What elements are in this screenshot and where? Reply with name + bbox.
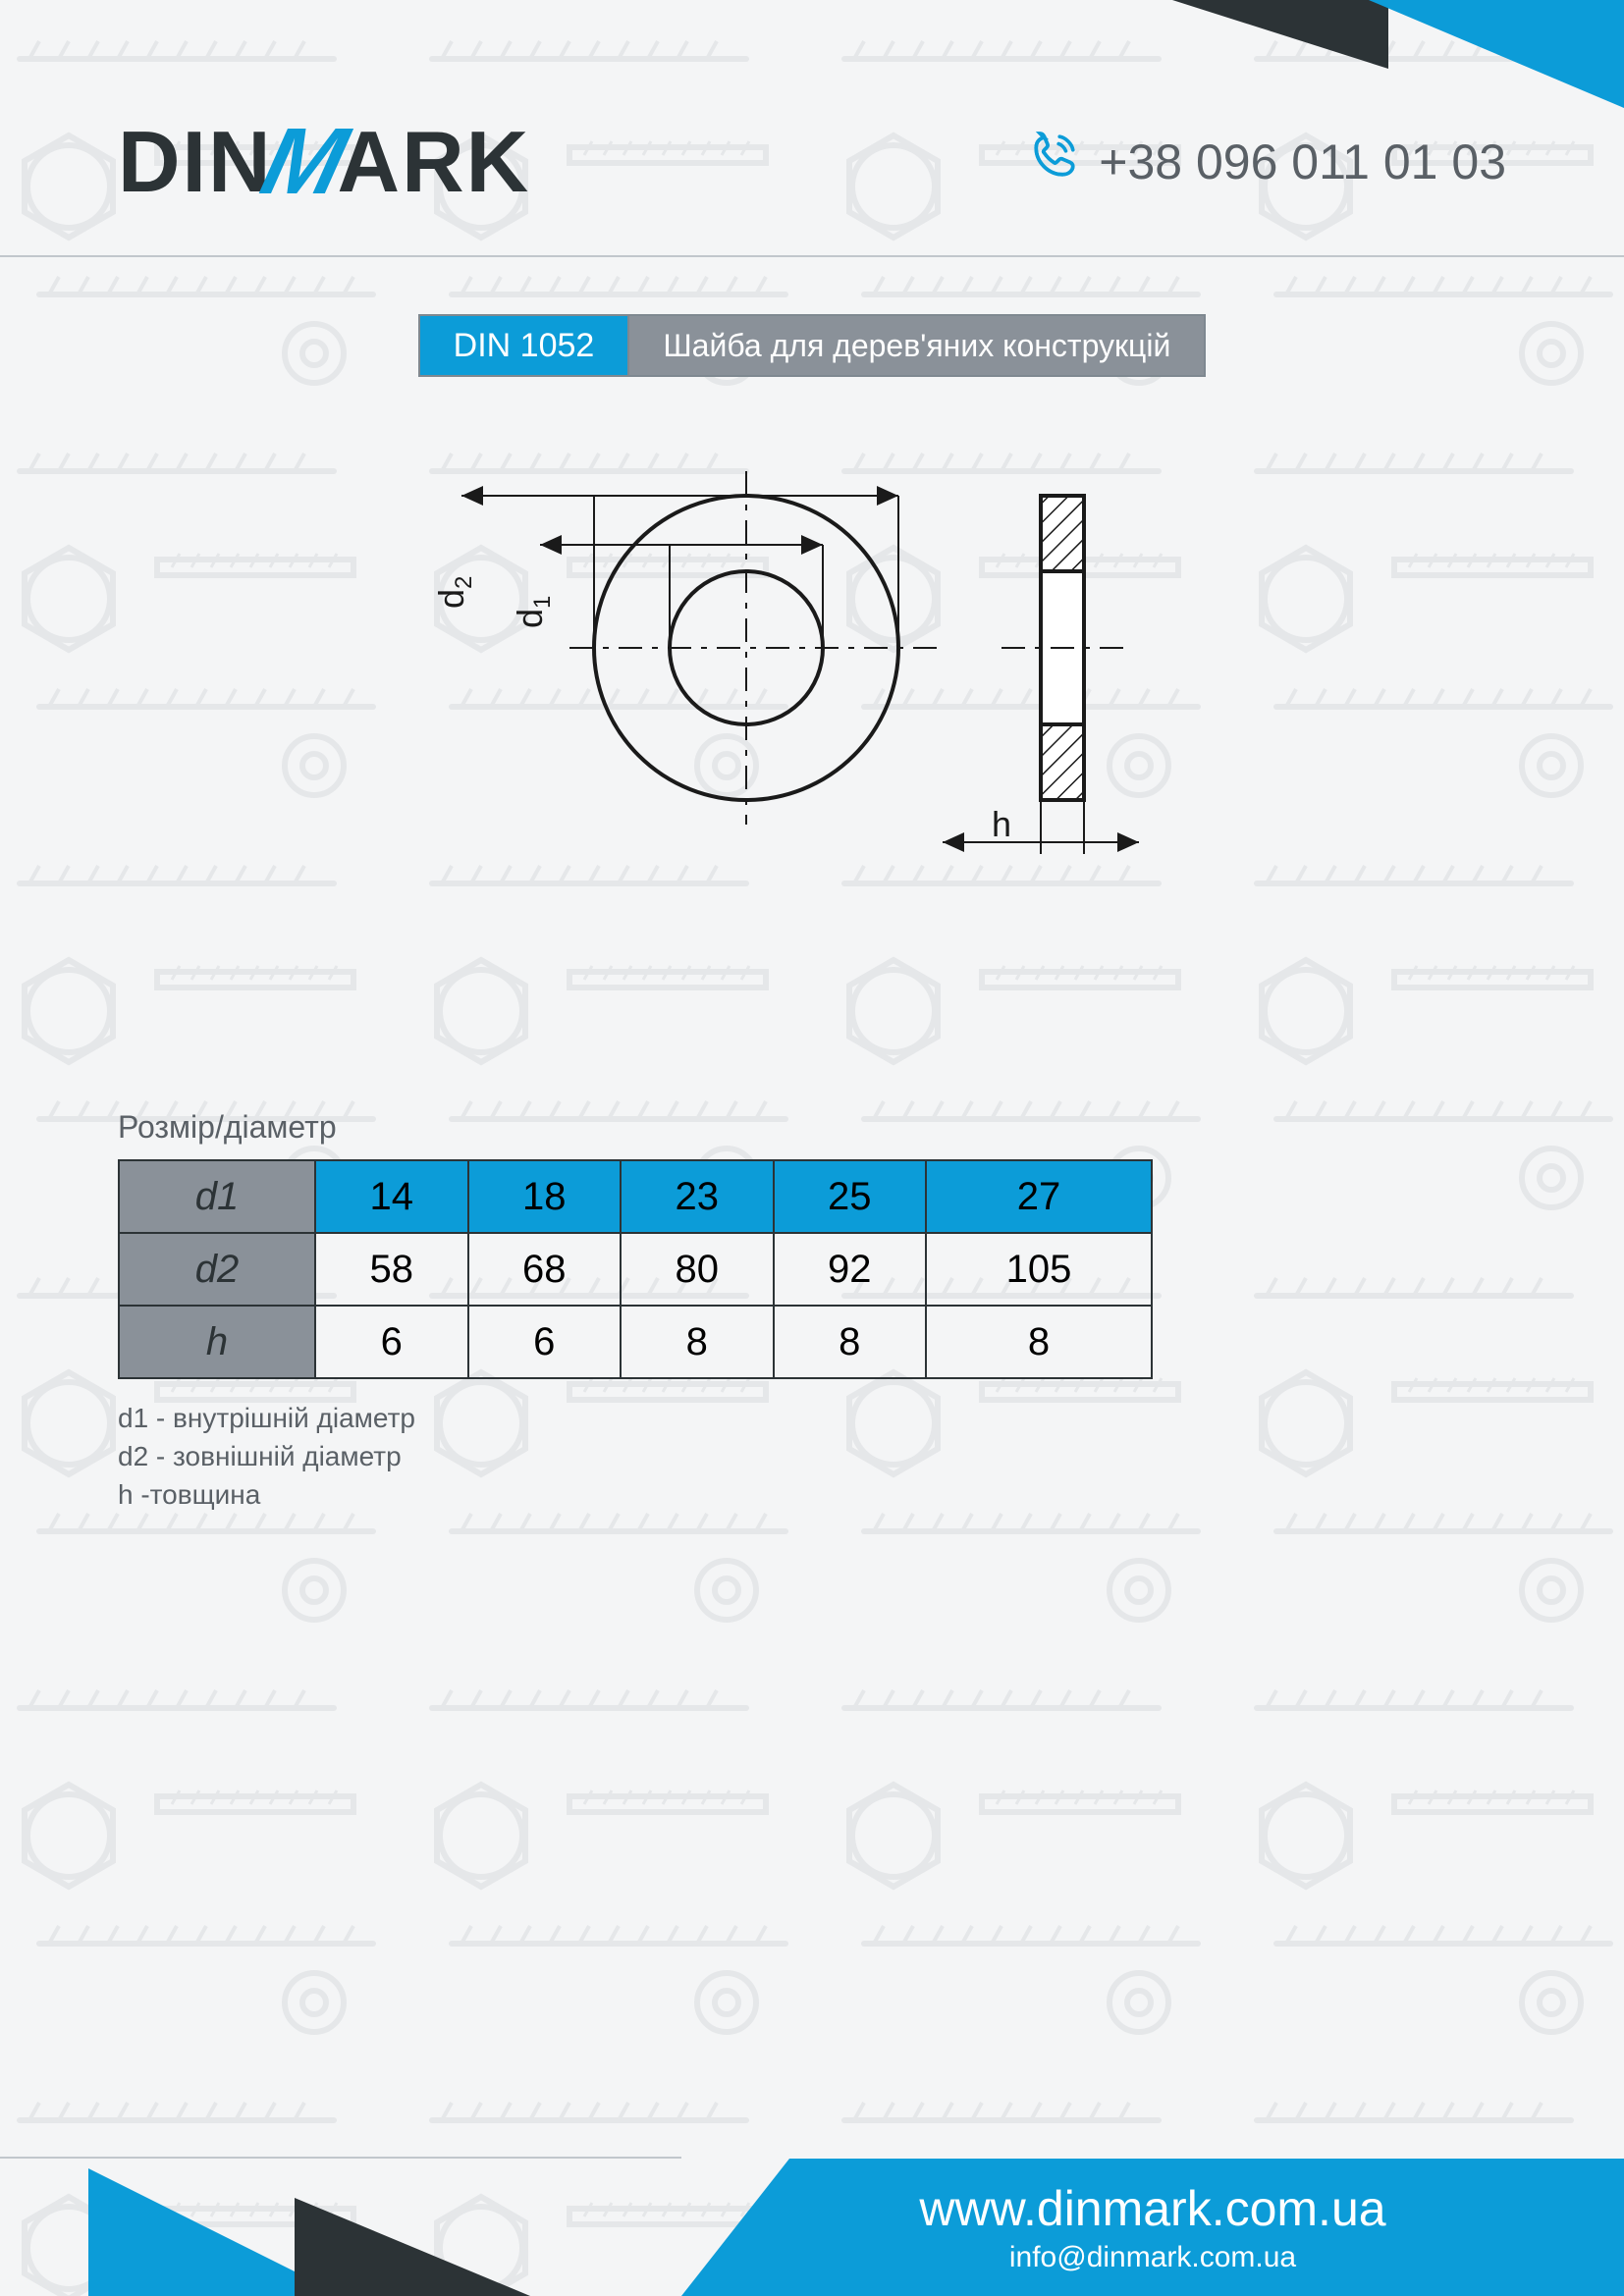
footer-bar: www.dinmark.com.ua info@dinmark.com.ua <box>681 2159 1624 2296</box>
decor-top-dark-triangle <box>1172 0 1388 69</box>
product-title: Шайба для дерев'яних конструкцій <box>663 328 1170 364</box>
cell: 25 <box>774 1160 927 1233</box>
row-header: d2 <box>119 1233 315 1306</box>
product-title-badge: Шайба для дерев'яних конструкцій <box>627 314 1206 377</box>
cell: 8 <box>774 1306 927 1378</box>
phone-icon <box>1030 132 1079 192</box>
standard-code: DIN 1052 <box>454 327 595 365</box>
cell: 14 <box>315 1160 468 1233</box>
decor-top-rule <box>0 255 1624 257</box>
cell: 18 <box>468 1160 622 1233</box>
spec-table-section: Розмір/діаметр d1 14 18 23 25 27 d2 58 6… <box>118 1109 1153 1515</box>
header: DINMARK +38 096 011 01 03 <box>118 88 1506 236</box>
spec-table: d1 14 18 23 25 27 d2 58 68 80 92 105 h 6… <box>118 1159 1153 1379</box>
legend-line: d2 - зовнішній діаметр <box>118 1437 1153 1475</box>
footer-email: info@dinmark.com.ua <box>1009 2241 1296 2274</box>
cell: 58 <box>315 1233 468 1306</box>
cell: 68 <box>468 1233 622 1306</box>
cell: 80 <box>621 1233 774 1306</box>
brand-logo: DINMARK <box>118 108 530 216</box>
table-caption: Розмір/діаметр <box>118 1109 1153 1146</box>
brand-pre: DIN <box>118 112 273 212</box>
table-row: h 6 6 8 8 8 <box>119 1306 1152 1378</box>
label-h: h <box>992 804 1011 844</box>
cell: 27 <box>926 1160 1152 1233</box>
cell: 8 <box>621 1306 774 1378</box>
title-badges: DIN 1052 Шайба для дерев'яних конструкці… <box>0 314 1624 377</box>
decor-footer-dark-triangle <box>295 2198 530 2296</box>
cell: 6 <box>468 1306 622 1378</box>
legend-line: d1 - внутрішній діаметр <box>118 1399 1153 1437</box>
footer: www.dinmark.com.ua info@dinmark.com.ua <box>0 2119 1624 2296</box>
standard-code-badge: DIN 1052 <box>418 314 628 377</box>
label-d2: d2 <box>431 576 477 609</box>
phone-number: +38 096 011 01 03 <box>1099 133 1506 190</box>
label-d1: d1 <box>510 596 556 628</box>
legend-line: h -товщина <box>118 1475 1153 1514</box>
cell: 105 <box>926 1233 1152 1306</box>
page: DINMARK +38 096 011 01 03 DIN 1052 Шайба… <box>0 0 1624 2296</box>
cell: 6 <box>315 1306 468 1378</box>
decor-footer-rule <box>0 2157 681 2159</box>
table-row: d2 58 68 80 92 105 <box>119 1233 1152 1306</box>
footer-url: www.dinmark.com.ua <box>919 2180 1385 2237</box>
technical-drawing: d2 d1 h <box>393 432 1178 883</box>
table-legend: d1 - внутрішній діаметр d2 - зовнішній д… <box>118 1399 1153 1515</box>
phone-block: +38 096 011 01 03 <box>1030 132 1506 192</box>
row-header: d1 <box>119 1160 315 1233</box>
cell: 8 <box>926 1306 1152 1378</box>
cell: 23 <box>621 1160 774 1233</box>
brand-post: ARK <box>338 112 531 212</box>
row-header: h <box>119 1306 315 1378</box>
table-row: d1 14 18 23 25 27 <box>119 1160 1152 1233</box>
cell: 92 <box>774 1233 927 1306</box>
